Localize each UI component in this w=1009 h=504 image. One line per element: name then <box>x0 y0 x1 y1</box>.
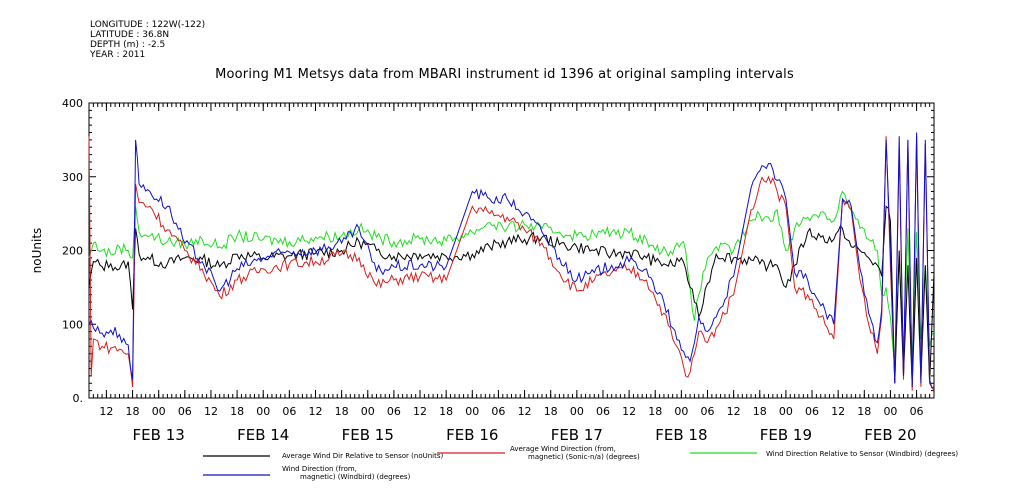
x-day-label: FEB 20 <box>864 426 916 444</box>
chart-title: Mooring M1 Metsys data from MBARI instru… <box>215 67 794 82</box>
x-hour-label: 06 <box>596 405 610 418</box>
legend-label: Wind Direction (from, <box>282 465 357 473</box>
x-hour-label: 18 <box>230 405 244 418</box>
legend-label: magnetic) (Sonic-n/a) (degrees) <box>528 453 640 461</box>
metadata-block: LONGITUDE : 122W(-122) LATITUDE : 36.8N … <box>90 20 205 60</box>
series-line <box>88 136 935 391</box>
x-hour-label: 12 <box>622 405 636 418</box>
x-hour-label: 00 <box>256 405 270 418</box>
legend-label: magnetic) (Windbird) (degrees) <box>300 473 411 481</box>
x-day-label: FEB 13 <box>133 426 185 444</box>
x-hour-label: 06 <box>178 405 192 418</box>
y-tick-label: 200 <box>62 245 83 258</box>
x-hour-label: 18 <box>753 405 767 418</box>
x-day-label: FEB 19 <box>760 426 812 444</box>
x-hour-label: 12 <box>413 405 427 418</box>
plot-frame <box>88 102 935 399</box>
y-tick-label: 100 <box>62 318 83 331</box>
x-hour-label: 00 <box>779 405 793 418</box>
x-hour-label: 18 <box>857 405 871 418</box>
x-hour-label: 06 <box>701 405 715 418</box>
year-text: YEAR : 2011 <box>90 50 146 60</box>
x-hour-label: 12 <box>727 405 741 418</box>
x-hour-label: 06 <box>805 405 819 418</box>
x-hour-label: 12 <box>831 405 845 418</box>
x-hour-label: 18 <box>648 405 662 418</box>
x-hour-label: 12 <box>99 405 113 418</box>
x-hour-label: 00 <box>361 405 375 418</box>
x-hour-label: 12 <box>204 405 218 418</box>
x-hour-label: 06 <box>910 405 924 418</box>
x-hour-label: 06 <box>491 405 505 418</box>
legend-label: Average Wind Direction (from, <box>510 445 616 453</box>
legend-label: Average Wind Dir Relative to Sensor (noU… <box>282 452 443 460</box>
y-tick-label: 400 <box>62 97 83 110</box>
x-hour-label: 06 <box>282 405 296 418</box>
latitude-text: LATITUDE : 36.8N <box>90 30 170 40</box>
y-axis-label: noUnits <box>30 228 44 274</box>
depth-text: DEPTH (m) : -2.5 <box>90 40 166 50</box>
x-day-label: FEB 18 <box>655 426 707 444</box>
x-day-label: FEB 16 <box>446 426 498 444</box>
x-hour-label: 18 <box>544 405 558 418</box>
y-tick-label: 0. <box>73 392 84 405</box>
x-hour-label: 00 <box>465 405 479 418</box>
x-hour-label: 12 <box>518 405 532 418</box>
x-day-label: FEB 15 <box>342 426 394 444</box>
y-tick-label: 300 <box>62 171 83 184</box>
longitude-text: LONGITUDE : 122W(-122) <box>90 20 206 30</box>
x-hour-label: 18 <box>335 405 349 418</box>
x-hour-label: 00 <box>674 405 688 418</box>
series-line <box>88 132 935 389</box>
x-hour-label: 00 <box>152 405 166 418</box>
x-day-label: FEB 17 <box>551 426 603 444</box>
x-hour-label: 00 <box>570 405 584 418</box>
x-hour-label: 06 <box>387 405 401 418</box>
x-hour-label: 18 <box>439 405 453 418</box>
series-line <box>88 205 935 387</box>
series-line <box>88 190 935 369</box>
x-day-label: FEB 14 <box>237 426 289 444</box>
x-hour-label: 00 <box>883 405 897 418</box>
x-hour-label: 18 <box>126 405 140 418</box>
x-hour-label: 12 <box>308 405 322 418</box>
legend-label: Wind Direction Relative to Sensor (Windb… <box>766 450 958 458</box>
